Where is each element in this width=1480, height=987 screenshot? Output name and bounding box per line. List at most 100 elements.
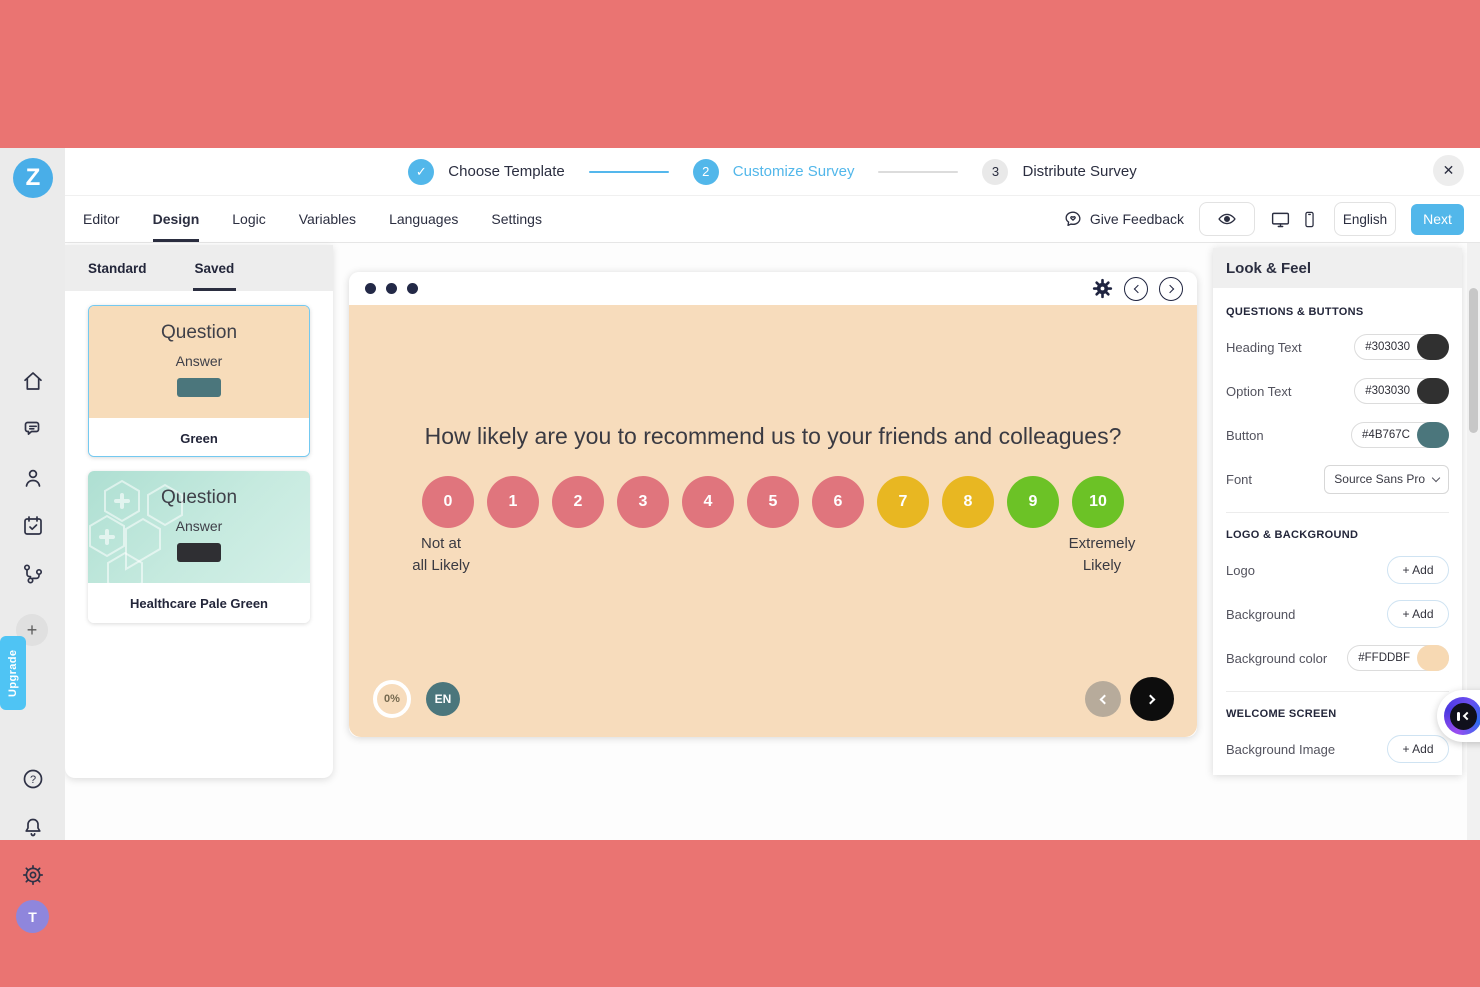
nps-scale: 0 1 2 3 4 5 6 7 8 9 10 xyxy=(349,476,1197,528)
language-badge[interactable]: EN xyxy=(426,682,460,716)
step-customize-survey[interactable]: 2 Customize Survey xyxy=(692,158,855,185)
give-feedback-button[interactable]: Give Feedback xyxy=(1063,209,1184,229)
survey-forward-button[interactable] xyxy=(1130,677,1174,721)
look-and-feel-panel: Look & Feel QUESTIONS & BUTTONS Heading … xyxy=(1213,248,1462,775)
background-image-label: Background Image xyxy=(1226,741,1336,757)
user-avatar[interactable]: T xyxy=(16,900,49,933)
nps-option-7[interactable]: 7 xyxy=(877,476,929,528)
upgrade-button[interactable]: Upgrade xyxy=(0,636,26,710)
desktop-view-icon[interactable] xyxy=(1270,209,1291,230)
preview-next-question-button[interactable] xyxy=(1159,276,1183,301)
language-button[interactable]: English xyxy=(1334,202,1396,236)
option-text-row: Option Text #303030 xyxy=(1226,376,1449,406)
tab-languages[interactable]: Languages xyxy=(389,211,459,227)
color-swatch xyxy=(1417,334,1449,360)
nps-option-8[interactable]: 8 xyxy=(942,476,994,528)
stepper: ✓ Choose Template 2 Customize Survey 3 D… xyxy=(408,158,1137,185)
step-choose-template[interactable]: ✓ Choose Template xyxy=(408,158,565,185)
font-row: Font Source Sans Pro xyxy=(1226,464,1449,494)
chevron-down-icon xyxy=(1431,473,1441,482)
tab-logic[interactable]: Logic xyxy=(232,211,266,227)
app-window: Z + Upgrade ? T xyxy=(0,148,1480,933)
nps-option-10[interactable]: 10 xyxy=(1072,476,1124,528)
feedback-heart-bubble-icon xyxy=(1065,211,1081,226)
step-label: Choose Template xyxy=(448,163,565,180)
survey-question: How likely are you to recommend us to yo… xyxy=(424,423,1122,449)
nps-option-1[interactable]: 1 xyxy=(487,476,539,528)
add-background-image-button[interactable]: + Add xyxy=(1387,735,1449,763)
scrollbar-thumb[interactable] xyxy=(1469,288,1478,433)
content-area: Standard Saved Question Answer Green xyxy=(65,243,1480,840)
font-select[interactable]: Source Sans Pro xyxy=(1324,464,1449,494)
nps-option-2[interactable]: 2 xyxy=(552,476,604,528)
nps-option-0[interactable]: 0 xyxy=(422,476,474,528)
tab-saved[interactable]: Saved xyxy=(192,245,237,291)
add-background-button[interactable]: + Add xyxy=(1387,600,1449,628)
assistant-widget-button[interactable] xyxy=(1437,690,1480,742)
stepper-connector xyxy=(878,170,959,173)
chat-icon[interactable] xyxy=(21,418,45,442)
preview-settings-gear-icon[interactable] xyxy=(1092,278,1113,299)
theme-name: Healthcare Pale Green xyxy=(88,583,310,623)
stepper-connector xyxy=(588,170,669,173)
heading-text-color-picker[interactable]: #303030 xyxy=(1354,334,1449,360)
survey-screen: How likely are you to recommend us to yo… xyxy=(349,305,1197,737)
window-dots-icon xyxy=(365,283,418,294)
toolbar: Editor Design Logic Variables Languages … xyxy=(65,196,1480,243)
themes-panel: Standard Saved Question Answer Green xyxy=(65,245,333,778)
theme-answer-sample: Answer xyxy=(175,353,223,369)
nps-option-4[interactable]: 4 xyxy=(682,476,734,528)
background-row: Background + Add xyxy=(1226,599,1449,629)
section-questions-buttons: QUESTIONS & BUTTONS xyxy=(1226,306,1364,318)
zonka-logo[interactable]: Z xyxy=(13,158,53,198)
notifications-bell-icon[interactable] xyxy=(21,815,45,839)
section-welcome-screen: WELCOME SCREEN xyxy=(1226,708,1337,720)
workflow-icon[interactable] xyxy=(21,562,45,586)
button-color-picker[interactable]: #4B767C xyxy=(1351,422,1449,448)
theme-button-swatch xyxy=(177,543,221,562)
nps-option-9[interactable]: 9 xyxy=(1007,476,1059,528)
next-button[interactable]: Next xyxy=(1411,203,1464,235)
divider xyxy=(1226,512,1449,513)
preview-prev-question-button[interactable] xyxy=(1124,276,1148,301)
heading-text-label: Heading Text xyxy=(1226,339,1302,355)
mobile-view-icon[interactable] xyxy=(1300,210,1319,229)
background-color-picker[interactable]: #FFDDBF xyxy=(1347,645,1449,671)
scrollbar-track xyxy=(1467,243,1480,840)
nps-option-6[interactable]: 6 xyxy=(812,476,864,528)
option-text-color-picker[interactable]: #303030 xyxy=(1354,378,1449,404)
tab-standard[interactable]: Standard xyxy=(88,260,147,276)
check-icon: ✓ xyxy=(408,158,435,185)
editor-tabs: Editor Design Logic Variables Languages … xyxy=(83,196,542,242)
tab-settings[interactable]: Settings xyxy=(491,211,542,227)
nps-option-5[interactable]: 5 xyxy=(747,476,799,528)
background-color-row: Background color #FFDDBF xyxy=(1226,643,1449,673)
logo-row: Logo + Add xyxy=(1226,555,1449,585)
tab-editor[interactable]: Editor xyxy=(83,211,120,227)
theme-card-green[interactable]: Question Answer Green xyxy=(88,305,310,457)
assistant-face-icon xyxy=(1449,702,1477,730)
settings-gear-icon[interactable] xyxy=(21,863,45,887)
preview-button[interactable] xyxy=(1199,202,1255,236)
surveys-icon[interactable] xyxy=(21,514,45,538)
step-label: Distribute Survey xyxy=(1022,163,1137,180)
stepper-bar: ✓ Choose Template 2 Customize Survey 3 D… xyxy=(65,148,1480,196)
panel-title: Look & Feel xyxy=(1213,248,1462,288)
themes-tabs: Standard Saved xyxy=(65,245,333,291)
progress-indicator: 0% xyxy=(373,680,411,718)
step-distribute-survey[interactable]: 3 Distribute Survey xyxy=(982,158,1137,185)
tab-variables[interactable]: Variables xyxy=(298,211,357,227)
theme-card-healthcare-pale-green[interactable]: Question Answer Healthcare Pale Green xyxy=(88,471,310,623)
button-color-row: Button #4B767C xyxy=(1226,420,1449,450)
survey-back-button[interactable] xyxy=(1085,681,1121,717)
tab-design[interactable]: Design xyxy=(152,196,199,242)
home-icon[interactable] xyxy=(21,369,45,393)
theme-question-sample: Question xyxy=(160,322,238,343)
contacts-icon[interactable] xyxy=(21,466,45,490)
nps-option-3[interactable]: 3 xyxy=(617,476,669,528)
step-label: Customize Survey xyxy=(732,163,855,180)
add-logo-button[interactable]: + Add xyxy=(1387,556,1449,584)
close-icon[interactable]: ✕ xyxy=(1433,155,1464,186)
help-icon[interactable]: ? xyxy=(21,767,45,791)
theme-answer-sample: Answer xyxy=(175,518,223,534)
